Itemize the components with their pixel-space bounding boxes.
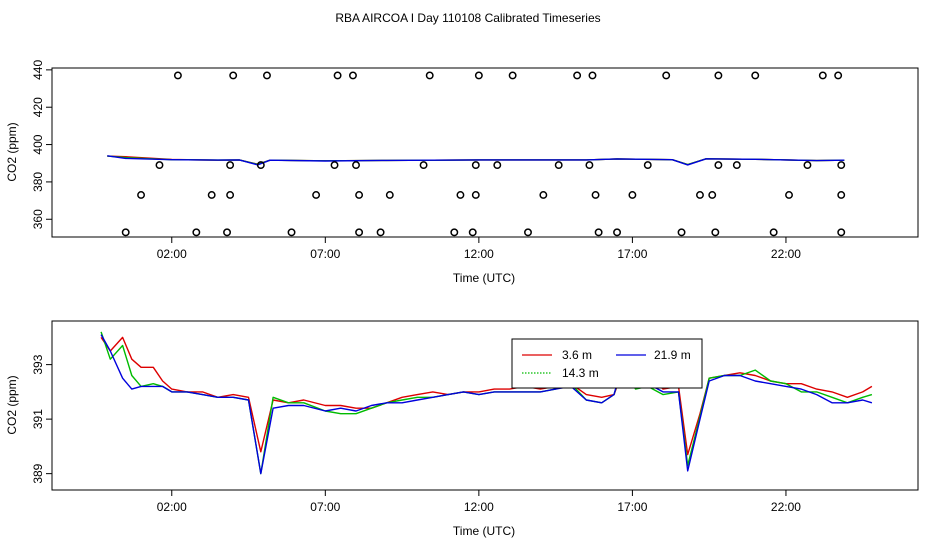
legend: 3.6 m 21.9 m 14.3 m xyxy=(511,338,703,389)
calibration-point xyxy=(677,228,686,237)
calibration-point xyxy=(229,71,238,80)
calibration-point xyxy=(173,71,182,80)
plot-frame xyxy=(51,320,919,491)
calibration-point xyxy=(385,191,394,199)
calibration-point xyxy=(450,228,459,237)
calibration-point xyxy=(837,191,846,199)
x-tick-label: 07:00 xyxy=(310,247,340,261)
x-tick-label: 17:00 xyxy=(617,247,647,261)
calibration-point xyxy=(591,191,600,199)
y-tick-label: 389 xyxy=(31,463,45,483)
calibration-point xyxy=(594,228,603,237)
y-tick-label: 400 xyxy=(31,134,45,154)
calibration-point xyxy=(207,191,216,199)
y-tick-label: 393 xyxy=(31,354,45,374)
calibration-point xyxy=(468,228,477,237)
tower-levels-panel: Time (UTC) CO2 (ppm) 3.6 m 21.9 m 14.3 m… xyxy=(5,320,919,538)
calibration-point xyxy=(456,191,465,199)
calibration-point xyxy=(524,228,532,237)
calibration-point xyxy=(554,161,563,170)
calibrated-co2-panel: Time (UTC) CO2 (ppm) 02:00 07:00 12:00 17:0… xyxy=(5,60,919,285)
calibration-point xyxy=(834,71,843,80)
calibration-point xyxy=(837,228,846,237)
legend-label-3-6m: 3.6 m xyxy=(562,348,592,362)
calibration-point xyxy=(837,161,846,170)
x-axis-label: Time (UTC) xyxy=(453,271,515,285)
y-tick-label: 391 xyxy=(31,409,45,429)
legend-label-21-9m: 21.9 m xyxy=(654,348,691,362)
calibration-point xyxy=(376,228,385,237)
y-tick-label: 380 xyxy=(31,172,45,192)
calibration-point xyxy=(508,71,517,80)
calibration-point xyxy=(585,161,594,170)
calibration-point xyxy=(573,71,582,80)
calibration-point xyxy=(333,71,342,80)
calibration-point xyxy=(471,161,480,170)
series-line-2 xyxy=(107,155,845,166)
calibration-point xyxy=(287,228,296,237)
calibration-point xyxy=(732,161,741,170)
x-tick-label: 22:00 xyxy=(771,247,801,261)
calibration-point xyxy=(226,191,235,199)
x-tick-label: 02:00 xyxy=(157,500,187,514)
calibration-point xyxy=(613,228,621,237)
calibration-point xyxy=(425,71,434,80)
series-line-3-6-m xyxy=(100,336,873,456)
calibration-point xyxy=(714,161,723,170)
calibration-point xyxy=(355,191,364,199)
calibration-point xyxy=(818,71,827,80)
legend-box xyxy=(511,338,703,389)
calibration-point xyxy=(137,191,146,199)
y-tick-label: 360 xyxy=(31,209,45,229)
calibration-point xyxy=(708,191,717,199)
calibration-point xyxy=(785,191,793,199)
calibration-point xyxy=(539,191,548,199)
y-axis-label: CO2 (ppm) xyxy=(5,375,19,434)
calibration-point xyxy=(474,71,483,80)
calibration-point xyxy=(192,228,201,237)
calibration-point xyxy=(493,161,502,170)
x-tick-label: 12:00 xyxy=(464,500,494,514)
x-tick-label: 02:00 xyxy=(157,247,187,261)
calibration-point xyxy=(662,71,671,80)
calibration-point xyxy=(769,228,778,237)
x-axis-label: Time (UTC) xyxy=(453,524,515,538)
calibration-point xyxy=(696,191,704,199)
x-tick-label: 22:00 xyxy=(771,500,801,514)
calibration-point xyxy=(312,191,321,199)
calibration-point xyxy=(121,228,130,237)
y-tick-label: 440 xyxy=(31,60,45,80)
calibration-point xyxy=(355,228,364,237)
y-axis-label: CO2 (ppm) xyxy=(5,122,19,181)
calibration-point xyxy=(803,161,812,170)
calibration-point xyxy=(226,161,235,170)
calibration-point xyxy=(223,228,231,237)
calibration-point xyxy=(352,161,360,170)
chart-title: RBA AIRCOA I Day 110108 Calibrated Times… xyxy=(335,11,600,25)
calibration-point xyxy=(349,71,357,80)
x-tick-label: 07:00 xyxy=(310,500,340,514)
legend-label-14-3m: 14.3 m xyxy=(562,366,599,380)
calibration-point xyxy=(263,71,271,80)
calibration-point xyxy=(471,191,480,199)
calibration-point xyxy=(711,228,720,237)
series-line-14-3-m xyxy=(100,331,873,475)
calibration-point xyxy=(419,161,428,170)
calibration-point xyxy=(256,161,265,170)
plot-frame xyxy=(51,67,919,238)
calibration-point xyxy=(330,161,339,170)
x-tick-label: 17:00 xyxy=(617,500,647,514)
calibration-point xyxy=(588,71,597,80)
x-tick-label: 12:00 xyxy=(464,247,494,261)
calibration-point xyxy=(155,161,164,170)
calibration-point xyxy=(751,71,760,80)
series-line-21-9-m xyxy=(100,334,873,475)
y-tick-label: 420 xyxy=(31,97,45,117)
calibration-point xyxy=(643,161,652,170)
calibration-point xyxy=(628,191,637,199)
calibration-point xyxy=(714,71,723,80)
